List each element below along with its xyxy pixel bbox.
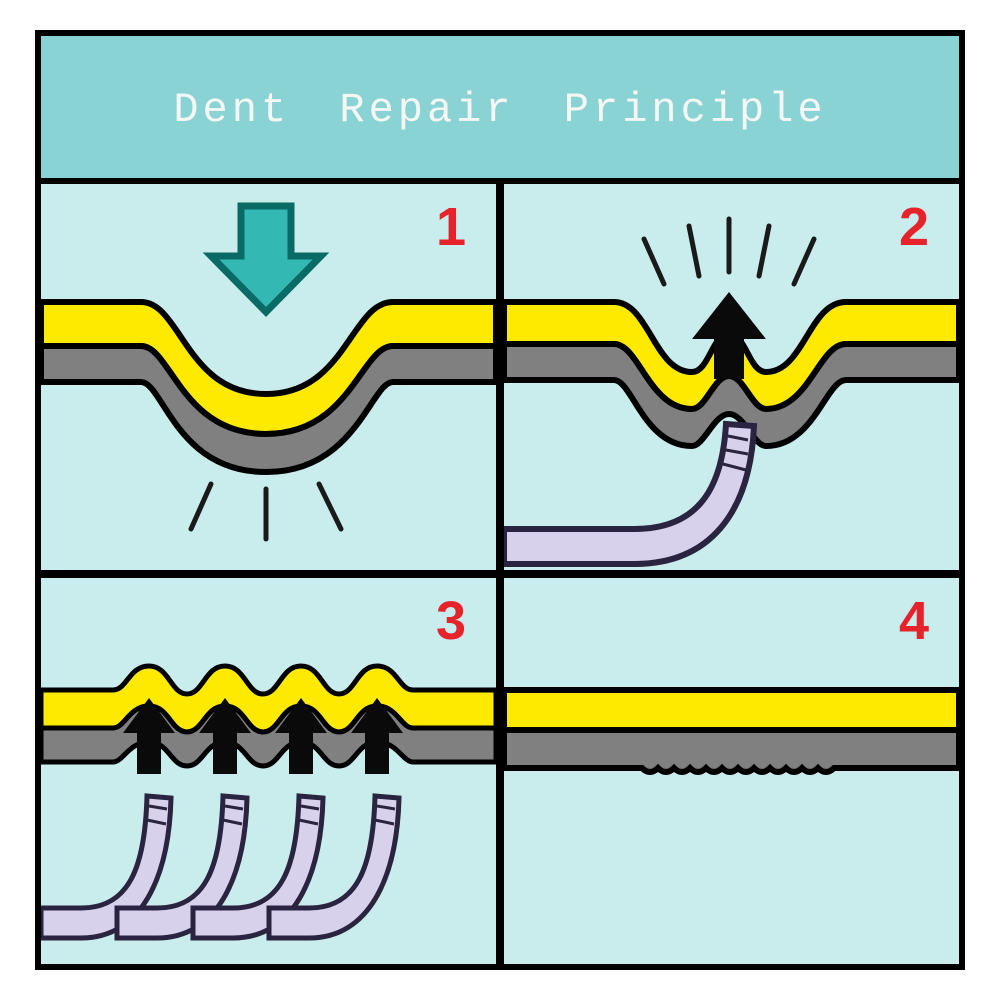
down-arrow-icon: [211, 206, 321, 312]
panel-3-svg: [41, 578, 496, 964]
panel-4-svg: [504, 578, 959, 964]
paint-layer: [504, 690, 959, 730]
push-tools-group: [41, 796, 399, 938]
step-number-3: 3: [436, 590, 466, 652]
step-number-4: 4: [899, 590, 929, 652]
push-tool: [504, 424, 754, 564]
radiate-lines: [644, 219, 814, 284]
paint-layer: [41, 666, 496, 732]
panel-2: 2: [504, 184, 959, 570]
header: Dent Repair Principle: [41, 36, 959, 184]
step-number-1: 1: [436, 196, 466, 258]
panel-4: 4: [504, 578, 959, 964]
title-text: Dent Repair Principle: [173, 86, 826, 134]
metal-layer: [504, 730, 959, 772]
panel-1-svg: [41, 184, 496, 570]
diagram-frame: Dent Repair Principle 1: [0, 0, 994, 993]
outer-border-right: [959, 30, 965, 970]
panel-3: 3: [41, 578, 496, 964]
panel-1: 1: [41, 184, 496, 570]
outer-border-bottom: [35, 964, 965, 970]
divider-horizontal: [41, 570, 959, 578]
impact-lines: [191, 484, 341, 539]
panel-2-svg: [504, 184, 959, 570]
step-number-2: 2: [899, 196, 929, 258]
